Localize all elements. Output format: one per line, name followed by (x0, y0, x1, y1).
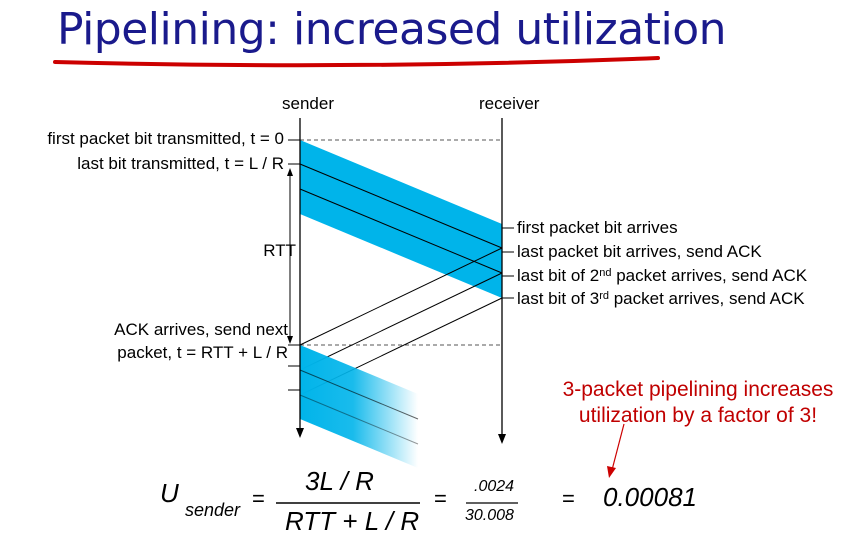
formula-u: U (160, 478, 179, 508)
formula-den-value: 30.008 (465, 507, 514, 524)
receiver-header: receiver (479, 94, 540, 113)
note-line-2: utilization by a factor of 3! (578, 404, 818, 427)
pipelining-note: 3-packet pipelining increases utilizatio… (533, 377, 863, 429)
formula-subscript: sender (185, 500, 241, 520)
ack-arrives-label-2: packet, t = RTT + L / R (117, 343, 288, 362)
formula-equals-1: = (252, 486, 265, 511)
sender-header: sender (282, 94, 334, 113)
formula-equals-3: = (562, 486, 575, 511)
formula-numerator: 3L / R (305, 466, 374, 496)
formula-result: 0.00081 (603, 482, 697, 512)
note-arrow (611, 423, 625, 471)
packet-separator-1 (299, 163, 503, 249)
formula-denominator: RTT + L / R (285, 506, 420, 536)
last-bit-label: last bit transmitted, t = L / R (77, 154, 284, 173)
ack-arrives-label-1: ACK arrives, send next (114, 320, 288, 339)
receiver-arrowhead (498, 434, 506, 444)
next-separator-2 (299, 394, 419, 445)
note-arrowhead (607, 466, 616, 478)
first-bit-label: first packet bit transmitted, t = 0 (47, 129, 284, 148)
ack-line-1 (299, 247, 503, 346)
next-separator-1 (299, 369, 419, 420)
rtt-arrowhead-bottom (287, 336, 293, 344)
last-arrives-label: last packet bit arrives, send ACK (517, 242, 762, 261)
formula-equals-2: = (434, 486, 447, 511)
note-line-1: 3-packet pipelining increases (562, 378, 834, 401)
title-underline (53, 56, 660, 68)
page-title: Pipelining: increased utilization (57, 4, 727, 55)
packet-separator-2 (299, 188, 503, 274)
sender-arrowhead (296, 428, 304, 438)
next-packets (300, 345, 418, 468)
second-arrives-label: last bit of 2nd packet arrives, send ACK (517, 266, 808, 285)
ack-line-2 (299, 272, 503, 371)
rtt-arrowhead-top (287, 168, 293, 176)
rtt-label: RTT (263, 241, 296, 260)
formula-num-value: .0024 (474, 478, 515, 495)
first-arrives-label: first packet bit arrives (517, 218, 678, 237)
packet-band (300, 140, 502, 298)
third-arrives-label: last bit of 3rd packet arrives, send ACK (517, 289, 805, 308)
